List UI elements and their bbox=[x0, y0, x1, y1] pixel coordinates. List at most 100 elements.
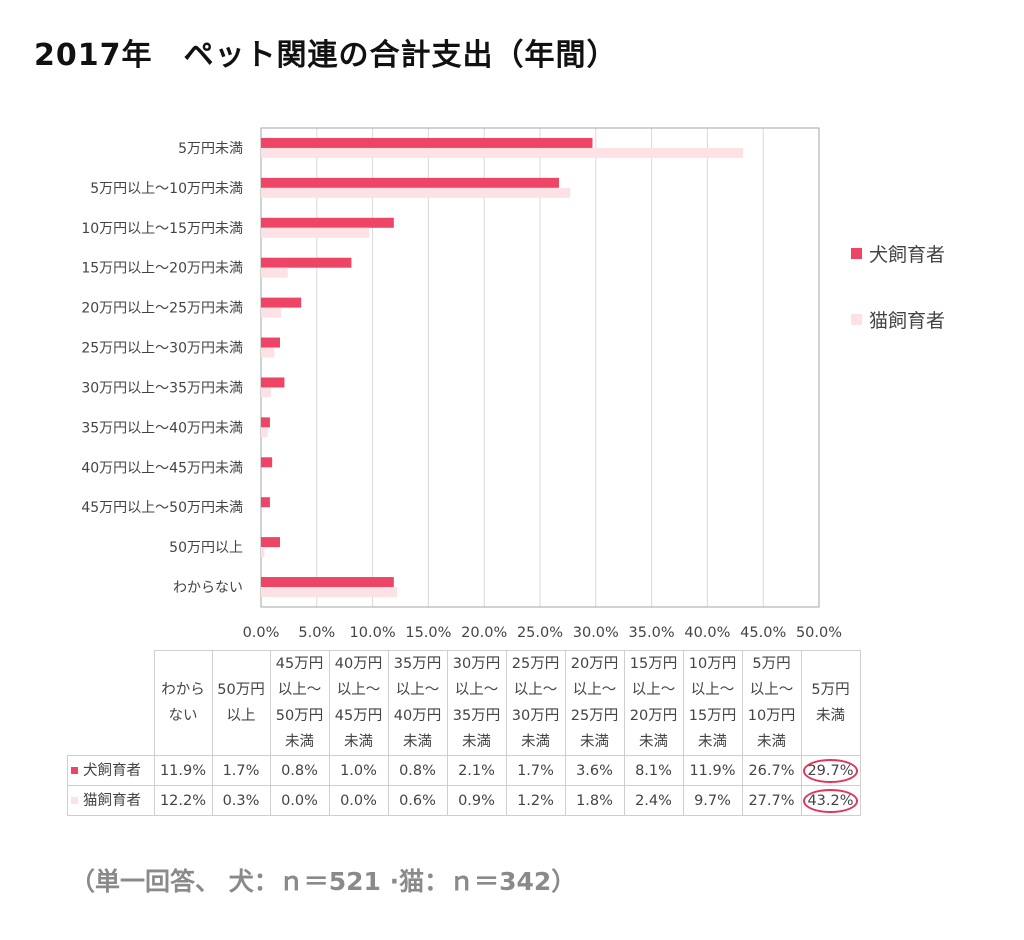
bar-dog bbox=[261, 497, 270, 508]
table-cell: 1.2% bbox=[505, 785, 566, 816]
table-header-row: わからない 50万円以上 45万円以上～50万円未満 40万円以上～45万円未満 35万… bbox=[67, 650, 861, 756]
category-label: 35万円以上～40万円未満 bbox=[81, 420, 243, 436]
table-cell: 0.8% bbox=[269, 755, 330, 786]
table-column-header-text: 5万円以上～10万円未満 bbox=[747, 656, 796, 750]
x-tick-label: 15.0% bbox=[405, 625, 451, 641]
table-cell: 26.7% bbox=[741, 755, 802, 786]
table-cell: 2.1% bbox=[446, 755, 507, 786]
x-tick-label: 10.0% bbox=[350, 625, 396, 641]
x-tick-label: 5.0% bbox=[298, 625, 335, 641]
category-label: わからない bbox=[173, 580, 243, 596]
table-row-label: 犬飼育者 bbox=[83, 762, 141, 779]
table-cell-value: 0.9% bbox=[458, 792, 495, 809]
bar-dog bbox=[261, 177, 559, 188]
bar-cat bbox=[261, 147, 744, 158]
table-cell-value: 0.0% bbox=[281, 792, 318, 809]
table-cell-value: 2.1% bbox=[458, 762, 495, 779]
table-column-header-text: 45万円以上～50万円未満 bbox=[275, 656, 324, 750]
x-tick-label: 0.0% bbox=[243, 625, 280, 641]
table-cell-value: 1.2% bbox=[517, 792, 554, 809]
bar-dog bbox=[261, 297, 302, 308]
bar-cat bbox=[261, 547, 265, 558]
table-column-header: 45万円以上～50万円未満 bbox=[269, 650, 330, 756]
data-table: わからない 50万円以上 45万円以上～50万円未満 40万円以上～45万円未満 35万… bbox=[67, 650, 861, 816]
bar-dog bbox=[261, 337, 280, 348]
table-cell: 1.8% bbox=[564, 785, 625, 816]
legend-swatch-cat bbox=[71, 797, 78, 804]
table-column-header: 20万円以上～25万円未満 bbox=[564, 650, 625, 756]
table-cell: 1.7% bbox=[211, 755, 271, 786]
table-column-header: 35万円以上～40万円未満 bbox=[387, 650, 448, 756]
table-cell-value: 1.7% bbox=[222, 762, 260, 779]
table-column-header: 40万円以上～45万円未満 bbox=[328, 650, 389, 756]
x-tick-label: 35.0% bbox=[629, 625, 675, 641]
table-cell-value: 1.8% bbox=[576, 792, 613, 809]
category-label: 30万円以上～35万円未満 bbox=[81, 380, 243, 396]
table-cell: 0.9% bbox=[446, 785, 507, 816]
table-cell: 43.2% bbox=[800, 785, 861, 816]
table-row-header: 犬飼育者 bbox=[67, 755, 155, 786]
table-column-header: 25万円以上～30万円未満 bbox=[505, 650, 566, 756]
table-row-header: 猫飼育者 bbox=[67, 785, 155, 816]
legend-label-cat: 猫飼育者 bbox=[869, 310, 945, 332]
table-cell-value: 0.0% bbox=[340, 792, 377, 809]
legend-label-dog: 犬飼育者 bbox=[869, 244, 945, 266]
table-cell-value: 12.2% bbox=[159, 792, 207, 809]
x-tick-label: 45.0% bbox=[740, 625, 786, 641]
table-cell-value: 0.6% bbox=[399, 792, 436, 809]
table-cell: 29.7% bbox=[800, 755, 861, 786]
table-column-header-text: わからない bbox=[161, 682, 205, 724]
bar-dog bbox=[261, 217, 394, 228]
bar-cat bbox=[261, 387, 272, 398]
category-label: 45万円以上～50万円未満 bbox=[81, 500, 243, 516]
table-cell: 11.9% bbox=[682, 755, 743, 786]
table-cell: 0.3% bbox=[211, 785, 271, 816]
bar-dog bbox=[261, 457, 273, 468]
table-column-header: 5万円以上～10万円未満 bbox=[741, 650, 802, 756]
table-cell: 12.2% bbox=[153, 785, 213, 816]
table-cell-value: 9.7% bbox=[694, 792, 731, 809]
category-label: 50万円以上 bbox=[169, 540, 243, 556]
bar-cat bbox=[261, 187, 571, 198]
table-cell-value: 0.8% bbox=[399, 762, 436, 779]
x-tick-label: 25.0% bbox=[517, 625, 563, 641]
table-cell-value: 11.9% bbox=[159, 762, 207, 779]
table-cell-value: 11.9% bbox=[689, 762, 736, 779]
category-label: 40万円以上～45万円未満 bbox=[81, 460, 243, 476]
bar-dog bbox=[261, 577, 394, 588]
table-row-label: 猫飼育者 bbox=[83, 792, 141, 809]
table-cell: 0.8% bbox=[387, 755, 448, 786]
table-cell: 1.7% bbox=[505, 755, 566, 786]
table-corner bbox=[67, 650, 155, 756]
category-label: 20万円以上～25万円未満 bbox=[81, 301, 243, 317]
table-column-header-text: 30万円以上～35万円未満 bbox=[452, 656, 501, 750]
bar-dog bbox=[261, 257, 352, 268]
table-cell-value: 0.8% bbox=[281, 762, 318, 779]
table-column-header-text: 40万円以上～45万円未満 bbox=[334, 656, 383, 750]
bar-dog bbox=[261, 417, 270, 428]
table-cell-value: 29.7% bbox=[803, 758, 858, 783]
table-cell-value: 1.0% bbox=[340, 762, 377, 779]
category-label: 5万円以上～10万円未満 bbox=[90, 181, 243, 197]
category-label: 10万円以上～15万円未満 bbox=[81, 221, 243, 237]
table-column-header: わからない bbox=[153, 650, 213, 756]
bar-cat bbox=[261, 227, 370, 238]
table-column-header: 15万円以上～20万円未満 bbox=[623, 650, 684, 756]
table-cell-value: 2.4% bbox=[635, 792, 672, 809]
chart-title: 2017年 ペット関連の合計支出（年間） bbox=[34, 38, 618, 73]
table-cell: 11.9% bbox=[153, 755, 213, 786]
table-cell: 1.0% bbox=[328, 755, 389, 786]
bar-dog bbox=[261, 137, 593, 148]
table-cell: 2.4% bbox=[623, 785, 684, 816]
x-tick-label: 50.0% bbox=[796, 625, 842, 641]
table-cell-value: 1.7% bbox=[517, 762, 554, 779]
table-column-header-text: 5万円未満 bbox=[811, 682, 850, 724]
bar-cat bbox=[261, 267, 288, 278]
table-column-header-text: 15万円以上～20万円未満 bbox=[629, 656, 678, 750]
table-body: 犬飼育者 11.9% 1.7% 0.8% 1.0% 0.8% 2.1% 1.7% 3.6% 8.1… bbox=[67, 755, 861, 816]
table-cell: 8.1% bbox=[623, 755, 684, 786]
bar-chart: 5万円未満 5万円以上～10万円未満 10万円以上～15万円未満 15万円以上～20万… bbox=[81, 127, 945, 641]
table-cell-value: 8.1% bbox=[635, 762, 672, 779]
table-cell: 9.7% bbox=[682, 785, 743, 816]
table-cell: 27.7% bbox=[741, 785, 802, 816]
